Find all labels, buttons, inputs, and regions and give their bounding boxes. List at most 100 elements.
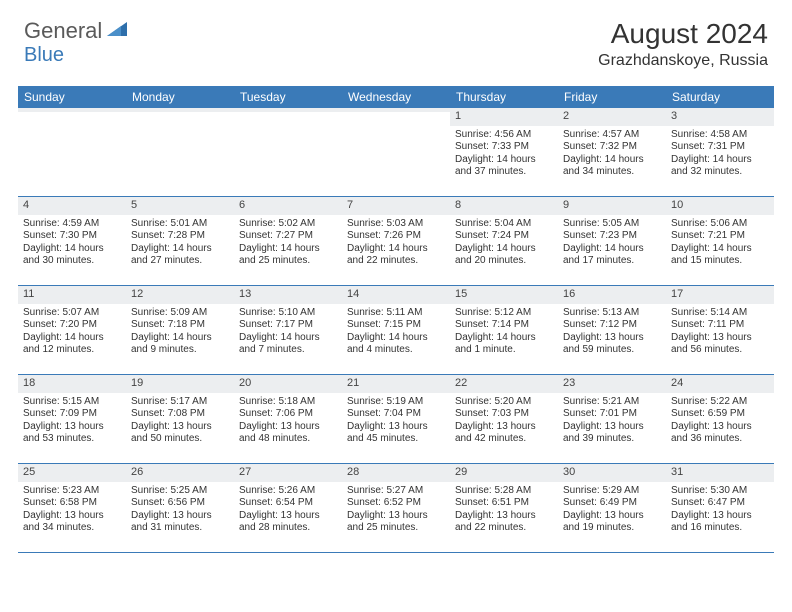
- day-info-line: and 9 minutes.: [131, 344, 229, 357]
- day-info-line: Daylight: 13 hours: [239, 421, 337, 434]
- calendar-week: 11Sunrise: 5:07 AMSunset: 7:20 PMDayligh…: [18, 286, 774, 375]
- day-info-line: Sunrise: 5:01 AM: [131, 218, 229, 231]
- day-number: 19: [126, 375, 234, 393]
- day-body: [126, 112, 234, 121]
- day-number: 11: [18, 286, 126, 304]
- day-info-line: and 1 minute.: [455, 344, 553, 357]
- weekday-header: Sunday: [18, 86, 126, 108]
- day-info-line: Daylight: 13 hours: [563, 510, 661, 523]
- day-info-line: Sunrise: 5:12 AM: [455, 307, 553, 320]
- day-info-line: Sunset: 7:30 PM: [23, 230, 121, 243]
- day-number: 29: [450, 464, 558, 482]
- day-cell: 6Sunrise: 5:02 AMSunset: 7:27 PMDaylight…: [234, 197, 342, 285]
- day-cell: 12Sunrise: 5:09 AMSunset: 7:18 PMDayligh…: [126, 286, 234, 374]
- logo-triangle-icon: [107, 20, 129, 43]
- day-body: Sunrise: 5:25 AMSunset: 6:56 PMDaylight:…: [126, 482, 234, 541]
- day-info-line: and 16 minutes.: [671, 522, 769, 535]
- day-info-line: Sunset: 7:04 PM: [347, 408, 445, 421]
- day-body: [234, 112, 342, 121]
- calendar-body: 1Sunrise: 4:56 AMSunset: 7:33 PMDaylight…: [18, 108, 774, 553]
- day-number: 17: [666, 286, 774, 304]
- day-info-line: and 19 minutes.: [563, 522, 661, 535]
- day-info-line: Sunset: 7:08 PM: [131, 408, 229, 421]
- month-title: August 2024: [598, 18, 768, 50]
- day-info-line: Sunset: 7:09 PM: [23, 408, 121, 421]
- calendar-week: 25Sunrise: 5:23 AMSunset: 6:58 PMDayligh…: [18, 464, 774, 553]
- logo-text-blue: Blue: [24, 44, 64, 66]
- day-info-line: Sunrise: 5:15 AM: [23, 396, 121, 409]
- day-info-line: Daylight: 13 hours: [23, 510, 121, 523]
- day-info-line: and 45 minutes.: [347, 433, 445, 446]
- day-number: 20: [234, 375, 342, 393]
- day-cell: 23Sunrise: 5:21 AMSunset: 7:01 PMDayligh…: [558, 375, 666, 463]
- day-number: 21: [342, 375, 450, 393]
- day-cell: 29Sunrise: 5:28 AMSunset: 6:51 PMDayligh…: [450, 464, 558, 552]
- weekday-header: Thursday: [450, 86, 558, 108]
- day-info-line: Sunrise: 5:22 AM: [671, 396, 769, 409]
- day-number: 12: [126, 286, 234, 304]
- day-info-line: Daylight: 13 hours: [455, 510, 553, 523]
- day-info-line: Daylight: 14 hours: [563, 243, 661, 256]
- day-info-line: Sunset: 7:20 PM: [23, 319, 121, 332]
- day-info-line: Sunrise: 5:19 AM: [347, 396, 445, 409]
- day-info-line: Sunset: 6:56 PM: [131, 497, 229, 510]
- day-info-line: and 30 minutes.: [23, 255, 121, 268]
- day-info-line: Daylight: 14 hours: [455, 154, 553, 167]
- day-cell: 27Sunrise: 5:26 AMSunset: 6:54 PMDayligh…: [234, 464, 342, 552]
- day-body: Sunrise: 4:58 AMSunset: 7:31 PMDaylight:…: [666, 126, 774, 185]
- day-info-line: Daylight: 13 hours: [671, 421, 769, 434]
- day-info-line: Daylight: 13 hours: [131, 421, 229, 434]
- day-info-line: Sunrise: 5:05 AM: [563, 218, 661, 231]
- weekday-header: Tuesday: [234, 86, 342, 108]
- day-body: Sunrise: 5:06 AMSunset: 7:21 PMDaylight:…: [666, 215, 774, 274]
- day-body: Sunrise: 5:26 AMSunset: 6:54 PMDaylight:…: [234, 482, 342, 541]
- day-number: 26: [126, 464, 234, 482]
- day-info-line: Sunrise: 5:10 AM: [239, 307, 337, 320]
- day-info-line: Sunset: 7:11 PM: [671, 319, 769, 332]
- day-info-line: Daylight: 14 hours: [347, 332, 445, 345]
- day-info-line: Daylight: 14 hours: [239, 332, 337, 345]
- day-body: Sunrise: 4:59 AMSunset: 7:30 PMDaylight:…: [18, 215, 126, 274]
- day-number: 25: [18, 464, 126, 482]
- day-info-line: Sunrise: 5:23 AM: [23, 485, 121, 498]
- day-number: 31: [666, 464, 774, 482]
- day-info-line: Sunrise: 5:06 AM: [671, 218, 769, 231]
- day-info-line: Daylight: 13 hours: [239, 510, 337, 523]
- day-info-line: Daylight: 14 hours: [131, 243, 229, 256]
- calendar-week: 1Sunrise: 4:56 AMSunset: 7:33 PMDaylight…: [18, 108, 774, 197]
- day-info-line: Sunset: 7:01 PM: [563, 408, 661, 421]
- day-info-line: Sunset: 7:33 PM: [455, 141, 553, 154]
- weekday-header: Monday: [126, 86, 234, 108]
- day-body: Sunrise: 5:05 AMSunset: 7:23 PMDaylight:…: [558, 215, 666, 274]
- day-info-line: and 22 minutes.: [455, 522, 553, 535]
- day-body: Sunrise: 5:02 AMSunset: 7:27 PMDaylight:…: [234, 215, 342, 274]
- day-body: Sunrise: 5:14 AMSunset: 7:11 PMDaylight:…: [666, 304, 774, 363]
- day-body: Sunrise: 5:04 AMSunset: 7:24 PMDaylight:…: [450, 215, 558, 274]
- day-body: Sunrise: 5:13 AMSunset: 7:12 PMDaylight:…: [558, 304, 666, 363]
- day-info-line: Sunrise: 5:09 AM: [131, 307, 229, 320]
- day-body: Sunrise: 5:18 AMSunset: 7:06 PMDaylight:…: [234, 393, 342, 452]
- day-info-line: Sunrise: 5:30 AM: [671, 485, 769, 498]
- day-info-line: Sunset: 7:12 PM: [563, 319, 661, 332]
- day-info-line: Sunrise: 4:56 AM: [455, 129, 553, 142]
- calendar-week: 18Sunrise: 5:15 AMSunset: 7:09 PMDayligh…: [18, 375, 774, 464]
- day-info-line: Sunset: 7:27 PM: [239, 230, 337, 243]
- day-body: Sunrise: 5:11 AMSunset: 7:15 PMDaylight:…: [342, 304, 450, 363]
- day-cell: 9Sunrise: 5:05 AMSunset: 7:23 PMDaylight…: [558, 197, 666, 285]
- day-body: Sunrise: 5:30 AMSunset: 6:47 PMDaylight:…: [666, 482, 774, 541]
- day-body: Sunrise: 5:09 AMSunset: 7:18 PMDaylight:…: [126, 304, 234, 363]
- day-info-line: Sunrise: 4:59 AM: [23, 218, 121, 231]
- day-body: [18, 112, 126, 121]
- day-number: 3: [666, 108, 774, 126]
- day-cell: 31Sunrise: 5:30 AMSunset: 6:47 PMDayligh…: [666, 464, 774, 552]
- day-info-line: Sunset: 7:31 PM: [671, 141, 769, 154]
- day-info-line: Sunrise: 5:17 AM: [131, 396, 229, 409]
- calendar: SundayMondayTuesdayWednesdayThursdayFrid…: [18, 86, 774, 553]
- day-info-line: Sunset: 7:14 PM: [455, 319, 553, 332]
- day-number: 6: [234, 197, 342, 215]
- day-info-line: Daylight: 13 hours: [671, 332, 769, 345]
- day-info-line: Sunrise: 5:11 AM: [347, 307, 445, 320]
- day-info-line: Daylight: 14 hours: [23, 243, 121, 256]
- day-info-line: Sunset: 7:15 PM: [347, 319, 445, 332]
- day-info-line: Sunset: 6:51 PM: [455, 497, 553, 510]
